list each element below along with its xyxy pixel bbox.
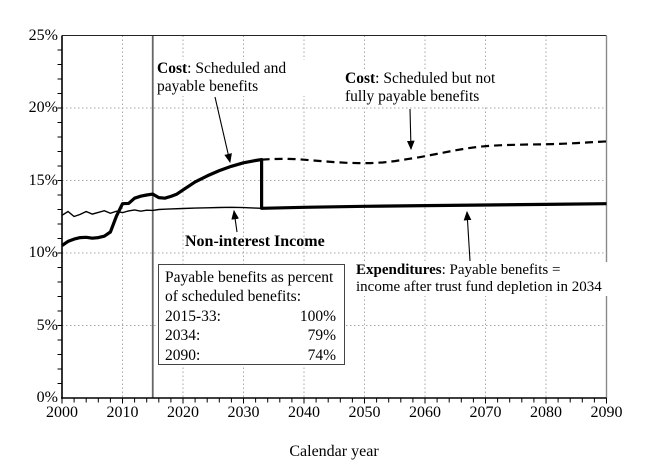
data-series: [61, 140, 607, 247]
x-tick-label: 2080: [530, 404, 562, 421]
x-tick-label: 2060: [409, 404, 441, 421]
annotation-text: : Scheduled but not fully payable benefi…: [345, 70, 496, 105]
series-dashed: [261, 140, 607, 165]
payable-box-row-label: 2090:: [165, 346, 201, 364]
annotation-cost-scheduled-payable: Cost: Scheduled and payable benefits: [157, 60, 319, 96]
annotation-cost-not-fully-payable: Cost: Scheduled but not fully payable be…: [345, 70, 501, 106]
annotation-expenditures: Expenditures: Payable benefits = income …: [356, 262, 608, 296]
annotation-text: : Scheduled and payable benefits: [157, 60, 287, 95]
payable-box-row-value: 79%: [307, 327, 336, 345]
x-axis-title: Calendar year: [289, 443, 379, 460]
payable-box-title-line2: of scheduled benefits:: [165, 288, 302, 306]
payable-box-title-line1: Payable benefits as percent: [165, 269, 334, 286]
y-tick-label: 0%: [36, 389, 58, 406]
payable-box-row-value: 100%: [299, 307, 336, 325]
annotation-arrows: [214, 96, 472, 262]
y-tick-label: 25%: [28, 26, 58, 44]
x-tick-label: 2030: [227, 404, 260, 421]
payable-box-row-value: 74%: [307, 346, 336, 364]
y-tick-label: 15%: [28, 171, 58, 189]
payable-benefits-box: Payable benefits as percent of scheduled…: [158, 264, 345, 365]
payable-box-row-label: 2015-33:: [165, 307, 221, 325]
x-tick-label: 2000: [46, 404, 78, 421]
annotation-bold-term: Cost: [345, 70, 376, 87]
annotation-non-interest-income: Non-interest Income: [185, 233, 325, 250]
y-tick-label: 10%: [28, 244, 58, 261]
annotation-bold-term: Cost: [157, 60, 188, 77]
annotation-bold-term: Expenditures: [356, 262, 442, 278]
x-tick-label: 2020: [167, 404, 199, 421]
y-tick-label: 5%: [36, 316, 58, 334]
payable-box-row: 2034: 79%: [165, 326, 336, 345]
payable-box-row: 2090: 74%: [165, 346, 336, 365]
y-tick-label: 20%: [28, 99, 58, 116]
payable-box-row-label: 2034:: [165, 327, 201, 345]
series-thick-solid: [61, 158, 607, 247]
x-tick-label: 2010: [106, 404, 139, 421]
x-tick-label: 2090: [590, 404, 623, 421]
x-tick-label: 2070: [469, 404, 502, 421]
x-tick-label: 2050: [348, 404, 381, 421]
annotation-text: : Payable benefits = income after trust …: [356, 262, 602, 295]
payable-box-row: 2015-33: 100%: [165, 307, 336, 326]
x-tick-label: 2040: [288, 404, 320, 421]
axes: [57, 35, 608, 404]
